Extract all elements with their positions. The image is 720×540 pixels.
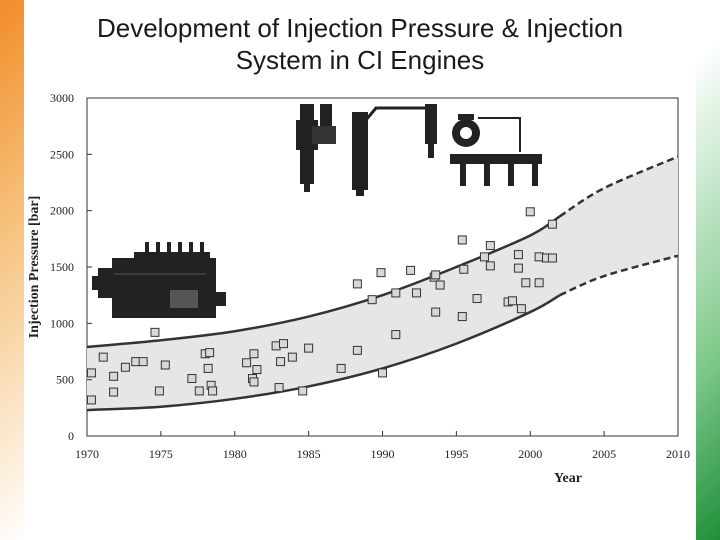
data-point bbox=[287, 352, 297, 362]
unit-injector-icon bbox=[296, 104, 336, 192]
data-point bbox=[336, 363, 346, 373]
data-point bbox=[457, 312, 467, 322]
data-point bbox=[367, 295, 377, 305]
pressure-range-band bbox=[87, 156, 678, 411]
data-point bbox=[411, 288, 421, 298]
data-point bbox=[431, 270, 441, 280]
x-tick-label: 2000 bbox=[518, 447, 542, 461]
x-axis-label: Year bbox=[554, 471, 582, 486]
data-point bbox=[252, 365, 262, 375]
y-tick-label: 2000 bbox=[50, 204, 74, 218]
x-tick-label: 1990 bbox=[371, 447, 395, 461]
inline-injection-pump-icon bbox=[92, 242, 226, 318]
data-point bbox=[457, 235, 467, 245]
data-point bbox=[249, 349, 259, 359]
data-point bbox=[525, 207, 535, 217]
data-point bbox=[435, 280, 445, 290]
y-tick-label: 1000 bbox=[50, 316, 74, 330]
y-axis-label: Injection Pressure [bar] bbox=[27, 196, 42, 339]
axis-ticks: 1970 1975 1980 1985 1990 1995 2000 2005 2010 0 500… bbox=[50, 91, 690, 461]
data-point bbox=[276, 357, 286, 367]
x-tick-label: 1985 bbox=[297, 447, 321, 461]
data-point bbox=[249, 377, 259, 387]
data-point bbox=[98, 352, 108, 362]
data-point bbox=[131, 357, 141, 367]
x-tick-label: 1970 bbox=[75, 447, 99, 461]
data-point bbox=[208, 386, 218, 396]
x-tick-label: 2005 bbox=[592, 447, 616, 461]
band-upper-boundary bbox=[86, 215, 561, 349]
data-point bbox=[242, 358, 252, 368]
data-point bbox=[109, 371, 119, 381]
data-point bbox=[138, 357, 148, 367]
data-point bbox=[205, 348, 215, 358]
data-point bbox=[203, 363, 213, 373]
slide-title: Development of Injection Pressure & Inje… bbox=[24, 12, 696, 76]
data-point bbox=[391, 288, 401, 298]
x-tick-label: 1975 bbox=[149, 447, 173, 461]
data-point bbox=[194, 386, 204, 396]
data-point bbox=[86, 395, 96, 405]
data-point bbox=[187, 374, 197, 384]
data-point bbox=[120, 362, 130, 372]
y-tick-label: 1500 bbox=[50, 260, 74, 274]
data-point bbox=[150, 327, 160, 337]
data-point bbox=[521, 278, 531, 288]
data-point bbox=[279, 339, 289, 349]
data-point bbox=[154, 386, 164, 396]
data-point bbox=[431, 307, 441, 317]
title-line-2: System in CI Engines bbox=[235, 45, 485, 75]
y-tick-label: 3000 bbox=[50, 91, 74, 105]
data-point bbox=[376, 268, 386, 278]
data-point bbox=[508, 296, 518, 306]
data-point bbox=[160, 360, 170, 370]
data-point bbox=[485, 241, 495, 251]
data-point bbox=[485, 261, 495, 271]
pump-line-nozzle-icon bbox=[352, 104, 437, 196]
x-tick-label: 2010 bbox=[666, 447, 690, 461]
data-point bbox=[479, 252, 489, 262]
y-tick-label: 2500 bbox=[50, 147, 74, 161]
band-lower-boundary bbox=[86, 294, 561, 412]
band-lower-boundary-projection bbox=[559, 254, 679, 297]
data-point bbox=[534, 252, 544, 262]
x-tick-label: 1995 bbox=[444, 447, 468, 461]
data-point bbox=[352, 345, 362, 355]
data-point bbox=[304, 343, 314, 353]
data-point bbox=[534, 278, 544, 288]
data-point bbox=[472, 294, 482, 304]
x-tick-label: 1980 bbox=[223, 447, 247, 461]
data-point bbox=[274, 383, 284, 393]
data-point bbox=[513, 250, 523, 260]
data-point bbox=[271, 341, 281, 351]
data-point bbox=[513, 263, 523, 273]
y-tick-label: 0 bbox=[68, 429, 74, 443]
band-upper-boundary-projection bbox=[559, 155, 679, 218]
data-point bbox=[547, 219, 557, 229]
title-line-1: Development of Injection Pressure & Inje… bbox=[96, 13, 624, 43]
data-point bbox=[109, 387, 119, 397]
data-point bbox=[547, 253, 557, 263]
data-point bbox=[459, 264, 469, 274]
data-points bbox=[86, 207, 557, 405]
data-point bbox=[391, 330, 401, 340]
data-point bbox=[378, 368, 387, 378]
common-rail-system-icon bbox=[450, 114, 542, 186]
data-point bbox=[352, 279, 362, 289]
data-point bbox=[516, 304, 526, 314]
data-point bbox=[406, 265, 416, 275]
data-point bbox=[298, 386, 308, 396]
data-point bbox=[86, 368, 96, 378]
y-tick-label: 500 bbox=[56, 373, 74, 387]
